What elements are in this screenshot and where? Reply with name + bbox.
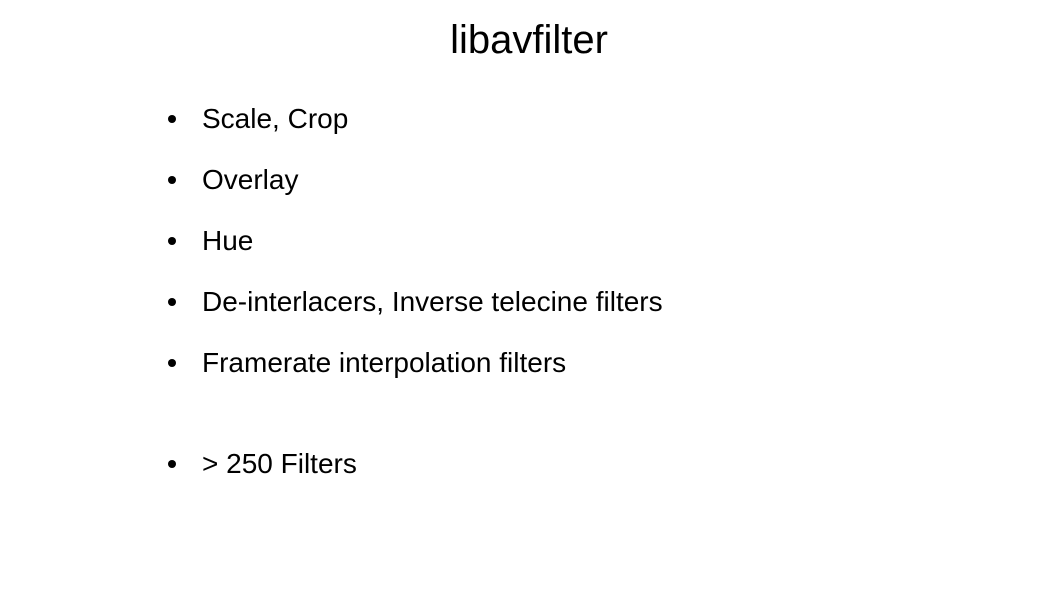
bullet-item: Overlay xyxy=(168,166,1058,194)
bullet-text: > 250 Filters xyxy=(202,450,357,478)
bullet-list: Scale, Crop Overlay Hue De-interlacers, … xyxy=(0,105,1058,478)
bullet-dot-icon xyxy=(168,176,176,184)
bullet-item: > 250 Filters xyxy=(168,450,1058,478)
bullet-item: Scale, Crop xyxy=(168,105,1058,133)
bullet-text: Framerate interpolation filters xyxy=(202,349,566,377)
bullet-dot-icon xyxy=(168,298,176,306)
bullet-text: Overlay xyxy=(202,166,298,194)
bullet-text: Hue xyxy=(202,227,253,255)
bullet-item: Framerate interpolation filters xyxy=(168,349,1058,377)
bullet-dot-icon xyxy=(168,237,176,245)
bullet-dot-icon xyxy=(168,115,176,123)
bullet-text: Scale, Crop xyxy=(202,105,348,133)
bullet-gap xyxy=(168,410,1058,450)
slide-title: libavfilter xyxy=(0,18,1058,63)
bullet-item: Hue xyxy=(168,227,1058,255)
bullet-dot-icon xyxy=(168,460,176,468)
bullet-text: De-interlacers, Inverse telecine filters xyxy=(202,288,663,316)
bullet-dot-icon xyxy=(168,359,176,367)
bullet-item: De-interlacers, Inverse telecine filters xyxy=(168,288,1058,316)
slide-container: libavfilter Scale, Crop Overlay Hue De-i… xyxy=(0,0,1058,595)
